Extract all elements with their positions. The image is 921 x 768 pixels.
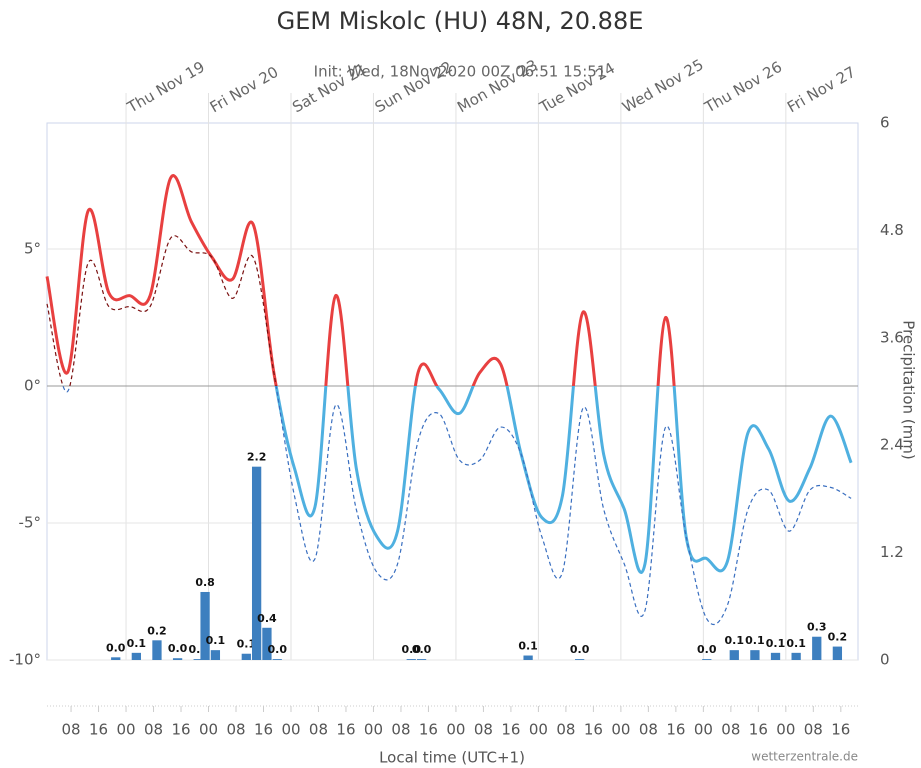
bar-label: 0.2	[828, 631, 848, 644]
x-tick-label: 08	[391, 721, 410, 739]
x-tick-label: 08	[721, 721, 740, 739]
y2-tick-label: 1.2	[880, 543, 904, 561]
precip-bar	[172, 658, 183, 660]
bar-label: 0.1	[725, 634, 745, 647]
bar-label: 0.1	[518, 640, 538, 653]
x-tick-label: 08	[62, 721, 81, 739]
precip-bar	[750, 650, 760, 660]
x-tick-label: 16	[831, 721, 850, 739]
y2-axis-label: Precipitation (mm)	[900, 320, 918, 459]
precip-bar	[406, 659, 416, 660]
y-tick-label: -5°	[19, 514, 41, 532]
y2-tick-label: 6	[880, 114, 890, 132]
x-tick-label: 00	[364, 721, 383, 739]
x-tick-label: 16	[501, 721, 520, 739]
y-tick-label: -10°	[9, 651, 41, 669]
chart-title: GEM Miskolc (HU) 48N, 20.88E	[277, 7, 644, 35]
bar-label: 2.2	[247, 451, 267, 464]
x-tick-label: 16	[171, 721, 190, 739]
bar-label: 0.1	[786, 637, 806, 650]
temperature-line	[274, 386, 853, 574]
x-tick-label: 16	[336, 721, 355, 739]
bar-label: 0.1	[237, 638, 257, 651]
x-tick-label: 08	[144, 721, 163, 739]
subtitle: Init: Wed, 18Nov2020 00Z 06:51 15:51	[314, 63, 607, 81]
y-tick-label: 0°	[24, 377, 41, 395]
x-tick-label: 00	[199, 721, 218, 739]
x-tick-label: 08	[226, 721, 245, 739]
x-tick-label: 00	[116, 721, 135, 739]
precip-bar	[812, 636, 822, 660]
bar-label: 0.1	[127, 637, 147, 650]
day-label: Wed Nov 25	[619, 55, 706, 116]
bar-label: 0.0	[168, 642, 188, 655]
bar-label: 0.1	[206, 634, 226, 647]
day-label: Fri Nov 20	[207, 63, 282, 116]
precip-bar	[193, 659, 203, 660]
bar-label: 0.0	[570, 643, 590, 656]
bar-label: 0.0	[106, 641, 126, 654]
bar-label: 0.2	[147, 624, 167, 637]
x-tick-label: 08	[804, 721, 823, 739]
x-tick-label: 08	[474, 721, 493, 739]
day-label: Thu Nov 26	[701, 58, 785, 117]
precip-bar	[702, 659, 712, 660]
y2-tick-label: 2.4	[880, 436, 904, 454]
y2-tick-label: 3.6	[880, 328, 904, 346]
precip-bar	[272, 659, 282, 660]
x-tick-label: 08	[639, 721, 658, 739]
x-tick-label: 16	[89, 721, 108, 739]
precip-bar	[770, 652, 781, 660]
x-tick-label: 00	[611, 721, 630, 739]
credit: wetterzentrale.de	[751, 750, 858, 764]
temperature-line	[46, 235, 277, 387]
bar-label: 0.4	[257, 612, 277, 625]
y2-tick-label: 0	[880, 651, 890, 669]
day-label: Thu Nov 19	[123, 58, 207, 117]
bar-label: 0.1	[766, 637, 786, 650]
bar-label: 0.0	[412, 643, 432, 656]
precip-bar	[832, 646, 843, 660]
x-tick-label: 00	[776, 721, 795, 739]
y2-tick-label: 4.8	[880, 221, 904, 239]
x-tick-label: 16	[749, 721, 768, 739]
x-tick-label: 00	[529, 721, 548, 739]
bar-label: 0.1	[745, 634, 765, 647]
precip-bar	[575, 659, 585, 660]
bar-label: 0.8	[195, 576, 215, 589]
temperature-line	[45, 174, 676, 387]
day-label: Fri Nov 27	[784, 63, 859, 116]
x-tick-label: 08	[309, 721, 328, 739]
plot-frame	[46, 122, 859, 661]
bar-label: 0.3	[807, 621, 827, 634]
bar-label: 0.0	[402, 643, 422, 656]
x-tick-label: 16	[419, 721, 438, 739]
x-tick-label: 00	[446, 721, 465, 739]
precip-bar	[210, 650, 221, 660]
x-tick-label: 08	[556, 721, 575, 739]
precip-bar	[729, 650, 739, 660]
bar-label: 0.0	[267, 643, 287, 656]
precip-bar	[416, 659, 427, 660]
precip-bar	[200, 591, 210, 660]
temperature-line	[62, 386, 852, 625]
precip-bar	[152, 640, 162, 660]
bar-label: 0.0	[697, 643, 717, 656]
x-tick-label: 16	[254, 721, 273, 739]
x-axis-label: Local time (UTC+1)	[379, 749, 525, 767]
precip-bar	[131, 652, 141, 660]
x-tick-label: 00	[281, 721, 300, 739]
x-tick-label: 16	[666, 721, 685, 739]
precip-bar	[111, 657, 121, 660]
x-tick-label: 16	[584, 721, 603, 739]
precip-bar	[523, 655, 533, 660]
precip-bar	[791, 652, 801, 660]
precip-bar	[262, 627, 272, 660]
y-tick-label: 5°	[24, 240, 41, 258]
precip-bar	[251, 466, 262, 660]
precip-bar	[241, 653, 251, 660]
x-tick-label: 00	[694, 721, 713, 739]
